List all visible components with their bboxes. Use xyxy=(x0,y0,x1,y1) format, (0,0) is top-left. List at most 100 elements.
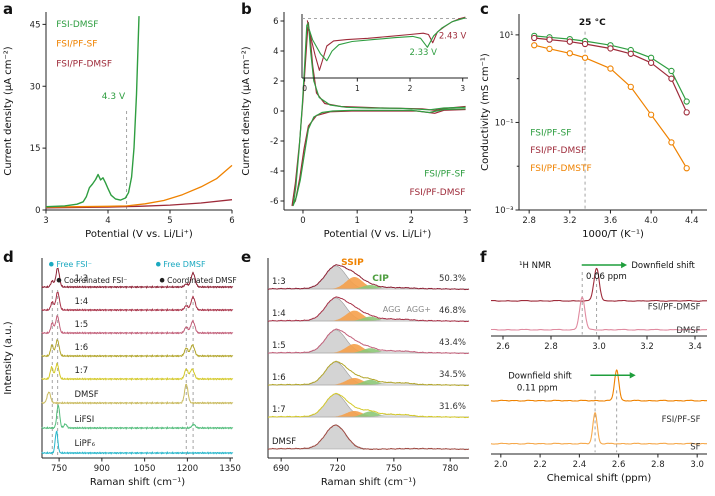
svg-text:45: 45 xyxy=(30,20,41,30)
series-0 xyxy=(490,267,708,302)
annotation: 1:5 xyxy=(74,320,88,330)
series-14 xyxy=(268,328,470,355)
panel-d-letter: d xyxy=(3,248,14,266)
annotation: 0.11 ppm xyxy=(517,383,558,393)
svg-text:2: 2 xyxy=(273,77,278,87)
panel-c-plot: 2.8 3.2 3.6 4.0 4.4 10¹ 10⁻¹ 10⁻³ 1000/T (K⁻¹) Co… xyxy=(480,14,707,240)
svg-text:2.8: 2.8 xyxy=(544,342,558,352)
legend-item: FSI/PF-DMSF xyxy=(410,188,466,198)
panel-b: 0 1 2 3 -6 -4 -2 0 2 4 6 Potential (V vs. Li/Li⁺) Cu… xyxy=(238,0,477,248)
panel-a-letter: a xyxy=(3,0,14,18)
panel-d-plot: 750 900 1050 1200 1350 Raman shift (cm⁻¹) Inte… xyxy=(3,258,241,488)
annotation: Free DMSF xyxy=(163,260,206,269)
data-marker xyxy=(607,45,614,52)
svg-text:3: 3 xyxy=(463,216,468,226)
svg-text:2.2: 2.2 xyxy=(533,460,547,470)
annotation: 31.6% xyxy=(439,402,466,412)
series-1 xyxy=(292,21,466,207)
series-19 xyxy=(268,360,470,387)
svg-text:3.0: 3.0 xyxy=(592,342,606,352)
panel-e-letter: e xyxy=(241,248,252,266)
svg-text:Current density (µA cm⁻²): Current density (µA cm⁻²) xyxy=(241,46,252,175)
panel-d: 750 900 1050 1200 1350 Raman shift (cm⁻¹) Inte… xyxy=(0,248,241,496)
svg-text:2.0: 2.0 xyxy=(494,460,508,470)
svg-text:30: 30 xyxy=(30,82,41,92)
svg-text:3.6: 3.6 xyxy=(604,216,618,226)
series-0 xyxy=(306,16,466,71)
series-5 xyxy=(41,383,234,405)
annotation: 1:4 xyxy=(272,309,286,319)
svg-text:Current density (µA cm⁻²): Current density (µA cm⁻²) xyxy=(3,46,14,175)
annotation: AGG+ xyxy=(407,305,431,314)
series-2 xyxy=(45,16,140,208)
svg-text:0: 0 xyxy=(35,206,40,216)
panel-c-letter: c xyxy=(480,0,489,18)
annotation: 50.3% xyxy=(439,274,466,284)
axes-ftop: 2.6 2.8 3.0 3.2 3.4 xyxy=(491,335,707,352)
svg-text:6: 6 xyxy=(273,17,278,27)
series-7 xyxy=(41,430,234,455)
annotation: 2.33 V xyxy=(409,48,437,58)
series-0 xyxy=(41,267,234,289)
data-marker xyxy=(683,98,690,105)
series-4 xyxy=(268,264,470,291)
data-marker xyxy=(546,36,553,43)
data-marker xyxy=(627,50,634,57)
shift-arrow-head xyxy=(629,372,636,379)
svg-text:-6: -6 xyxy=(270,197,278,207)
svg-text:6: 6 xyxy=(229,216,234,226)
svg-text:4.4: 4.4 xyxy=(685,216,699,226)
svg-text:750: 750 xyxy=(51,464,67,474)
legend-item: FSI/PF-DMSF xyxy=(56,59,112,69)
annotation: Coordinated FSI⁻ xyxy=(64,276,127,285)
panel-f-letter: f xyxy=(480,248,487,266)
annotation: 1:7 xyxy=(74,366,88,376)
annotation: 34.5% xyxy=(439,370,466,380)
svg-text:5: 5 xyxy=(167,216,172,226)
legend-item: FSI/PF-DMSTF xyxy=(530,164,591,174)
svg-text:2: 2 xyxy=(408,84,413,93)
annotation: DMSF xyxy=(74,390,98,400)
svg-text:2.8: 2.8 xyxy=(522,216,536,226)
series-fill-12 xyxy=(268,348,469,353)
svg-text:3.2: 3.2 xyxy=(563,216,577,226)
annotation: SF xyxy=(690,443,700,453)
annotation: FSI/PF-DMSF xyxy=(648,302,701,312)
shift-arrow-head xyxy=(621,261,628,269)
annotation: 1:4 xyxy=(74,297,88,307)
series-0 xyxy=(45,199,233,209)
series-fill-17 xyxy=(268,379,469,385)
data-marker xyxy=(683,109,690,116)
svg-text:Intensity (a.u.): Intensity (a.u.) xyxy=(3,321,14,394)
axes-c: 2.8 3.2 3.6 4.0 4.4 10¹ 10⁻¹ 10⁻³ 1000/T (K⁻¹) Co… xyxy=(480,14,707,240)
series-1 xyxy=(306,17,466,62)
annotation: Downfield shift xyxy=(631,261,695,271)
svg-text:1350: 1350 xyxy=(219,464,241,474)
marker-dot xyxy=(159,277,165,283)
data-marker xyxy=(668,67,675,75)
series-1 xyxy=(490,412,708,445)
series-1 xyxy=(41,291,234,312)
svg-text:10¹: 10¹ xyxy=(499,31,513,41)
series-1 xyxy=(490,296,708,331)
annotation: 0.06 ppm xyxy=(586,272,627,282)
panel-c: 2.8 3.2 3.6 4.0 4.4 10¹ 10⁻¹ 10⁻³ 1000/T (K⁻¹) Co… xyxy=(477,0,715,248)
svg-text:3: 3 xyxy=(460,84,465,93)
panel-b-inset-plot: 0 1 2 3 2.43 V2.33 V xyxy=(301,14,468,93)
series-6 xyxy=(41,404,234,430)
svg-text:2.6: 2.6 xyxy=(612,460,626,470)
svg-text:3: 3 xyxy=(43,216,48,226)
series-24 xyxy=(268,392,470,419)
svg-text:690: 690 xyxy=(273,464,289,474)
legend-item: FSI/PF-DMSF xyxy=(530,146,586,156)
svg-text:0: 0 xyxy=(302,84,307,93)
axes-d: 750 900 1050 1200 1350 Raman shift (cm⁻¹) Inte… xyxy=(3,258,241,488)
svg-text:1: 1 xyxy=(354,216,359,226)
annotation: 43.4% xyxy=(439,338,466,348)
svg-text:10⁻¹: 10⁻¹ xyxy=(495,118,514,128)
axes-binset: 0 1 2 3 xyxy=(301,14,468,93)
svg-text:1000/T (K⁻¹): 1000/T (K⁻¹) xyxy=(582,229,644,240)
series-0 xyxy=(490,369,708,402)
svg-text:2: 2 xyxy=(409,216,414,226)
